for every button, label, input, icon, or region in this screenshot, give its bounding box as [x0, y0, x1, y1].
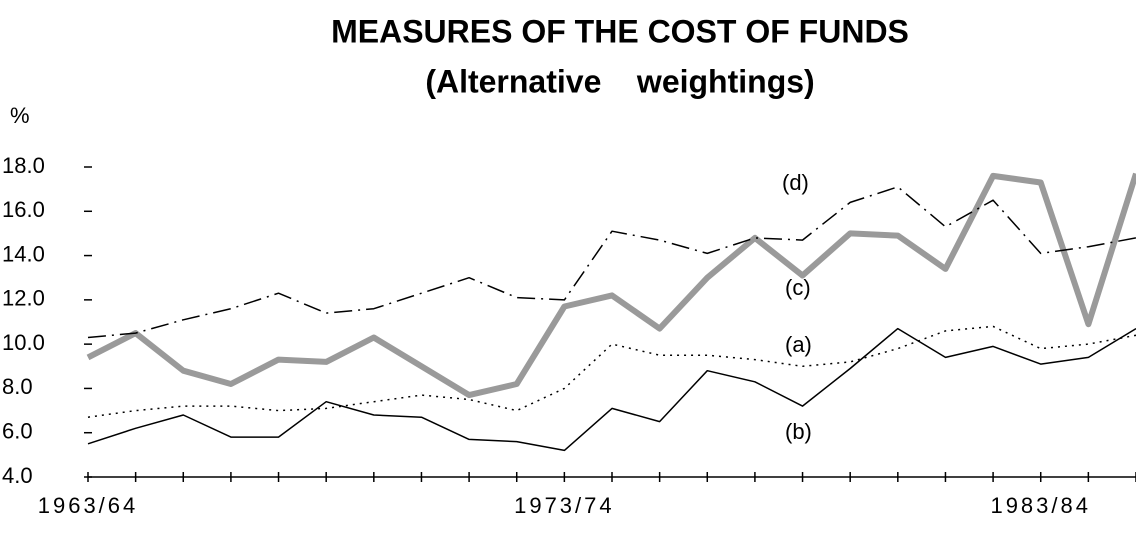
- y-tick-label: 12.0: [2, 286, 45, 311]
- series-line: [87, 327, 1136, 452]
- series-line: [87, 186, 1136, 339]
- y-tick-label: 6.0: [2, 419, 33, 444]
- y-tick-label: 4.0: [2, 463, 33, 488]
- y-axis-label: %: [10, 103, 30, 128]
- series-line: [86, 172, 1136, 399]
- x-tick-label: 1963/64: [38, 493, 139, 518]
- y-tick-label: 8.0: [2, 374, 33, 399]
- chart-subtitle: (Alternative weightings): [425, 63, 814, 99]
- chart-title: MEASURES OF THE COST OF FUNDS: [331, 13, 909, 49]
- series-label: (c): [785, 275, 811, 300]
- series-label: (d): [782, 170, 809, 195]
- x-tick-label: 1973/74: [514, 493, 615, 518]
- series-label: (b): [785, 419, 812, 444]
- x-tick-label: 1983/84: [990, 493, 1091, 518]
- y-tick-label: 18.0: [2, 153, 45, 178]
- series-label: (a): [785, 332, 812, 357]
- y-tick-label: 16.0: [2, 197, 45, 222]
- y-tick-label: 14.0: [2, 241, 45, 266]
- y-tick-label: 10.0: [2, 330, 45, 355]
- series-line: [87, 325, 1136, 418]
